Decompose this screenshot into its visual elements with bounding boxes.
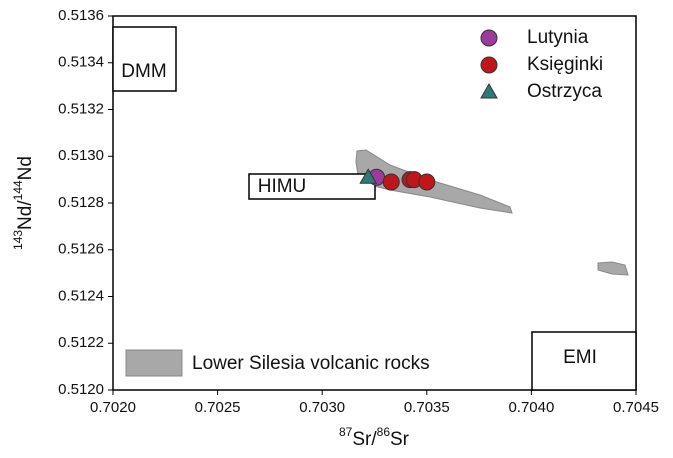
y-tick-label: 0.5122: [58, 334, 104, 351]
label-part: Sr/: [352, 429, 377, 450]
label-part: 144: [11, 180, 25, 200]
x-tick-label: 0.7020: [90, 399, 136, 416]
x-axis-label: 87Sr/86Sr: [339, 425, 410, 450]
y-tick-label: 0.5128: [58, 194, 104, 211]
emi-box: [531, 331, 637, 391]
label-part: Nd/: [15, 200, 36, 230]
label-part: 87: [339, 425, 353, 439]
legend-marker: [480, 82, 498, 99]
field-legend-swatch: [125, 349, 183, 377]
x-tick-label: 0.7025: [195, 399, 241, 416]
point: [382, 173, 400, 191]
field-shape: [597, 261, 629, 276]
point: [418, 173, 436, 191]
x-tick-label: 0.7045: [613, 399, 659, 416]
x-tick-label: 0.7040: [508, 399, 554, 416]
dmm-box: [112, 26, 177, 92]
point: [359, 168, 378, 184]
label-part: 143: [11, 230, 25, 250]
himu-box: [248, 173, 376, 200]
legend-label: Lutynia: [527, 27, 589, 48]
annotation: DMM: [121, 61, 166, 82]
y-tick-label: 0.5132: [58, 100, 104, 117]
annotation: EMI: [563, 347, 597, 368]
y-tick-label: 0.5130: [58, 147, 104, 164]
x-tick-label: 0.7035: [404, 399, 450, 416]
legend-label: Księginki: [527, 54, 603, 75]
label-part: Sr: [390, 429, 410, 450]
x-tick-label: 0.7030: [299, 399, 345, 416]
y-tick-label: 0.5134: [58, 54, 104, 71]
annotation: Lower Silesia volcanic rocks: [192, 353, 430, 374]
annotation: HIMU: [258, 176, 307, 197]
legend-label: Ostrzyca: [527, 81, 602, 102]
y-tick-label: 0.5136: [58, 7, 104, 24]
legend-marker: [480, 56, 498, 74]
y-tick-label: 0.5120: [58, 381, 104, 398]
y-tick-label: 0.5126: [58, 241, 104, 258]
label-part: 86: [377, 425, 391, 439]
y-tick-label: 0.5124: [58, 287, 104, 304]
label-part: Nd: [15, 156, 36, 180]
y-axis-label: 143Nd/144Nd: [11, 156, 36, 250]
legend-marker: [480, 29, 498, 47]
